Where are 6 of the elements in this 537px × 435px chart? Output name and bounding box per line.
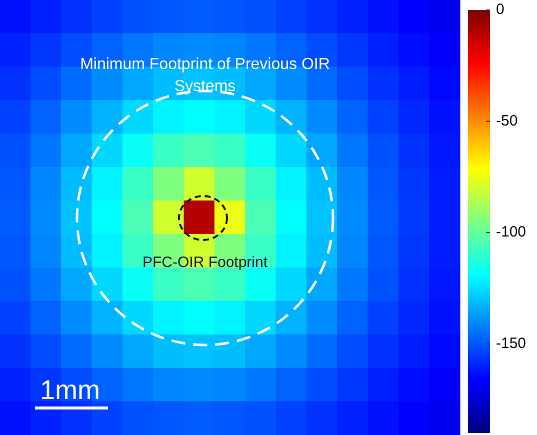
annotation: 1mm bbox=[39, 374, 101, 407]
color-bar-label: 0 bbox=[496, 0, 504, 18]
color-bar-label: -150 bbox=[496, 334, 526, 352]
annotation: PFC-OIR Footprint bbox=[141, 253, 269, 273]
color-bar-label: -100 bbox=[496, 224, 526, 241]
color-bar-label: -50 bbox=[496, 112, 518, 130]
